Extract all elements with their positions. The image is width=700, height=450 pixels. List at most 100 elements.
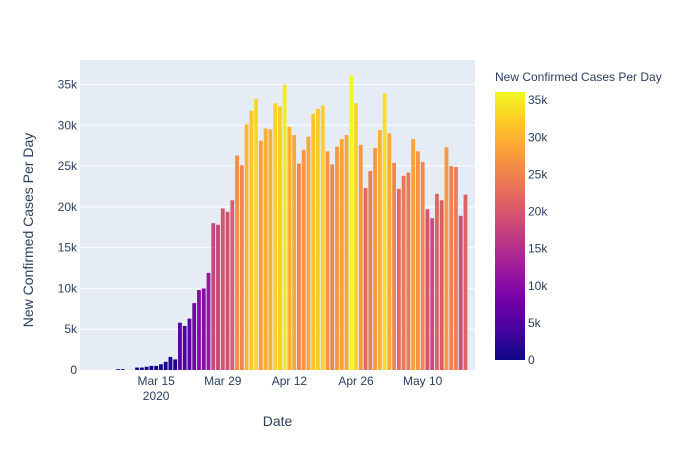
bar xyxy=(377,130,382,370)
y-tick-label: 15k xyxy=(58,241,78,255)
x-tick-label: Mar 15 xyxy=(137,374,175,388)
y-axis-title: New Confirmed Cases Per Day xyxy=(20,133,36,328)
x-tick-year-label: 2020 xyxy=(143,389,170,403)
bar xyxy=(401,175,406,370)
bar xyxy=(368,170,373,370)
bar xyxy=(354,103,358,371)
colorbar-tick-label: 20k xyxy=(528,205,548,219)
bar xyxy=(320,105,325,371)
x-tick-label: May 10 xyxy=(403,374,443,388)
bar xyxy=(301,149,306,370)
y-tick-label: 5k xyxy=(64,322,78,336)
bar xyxy=(120,369,125,370)
bars xyxy=(116,75,468,371)
colorbar-tick-label: 5k xyxy=(528,316,542,330)
bar xyxy=(211,223,216,370)
bar xyxy=(458,215,463,370)
bar xyxy=(325,151,330,370)
bar xyxy=(220,208,225,370)
y-tick-label: 0 xyxy=(70,363,77,377)
bar xyxy=(201,288,206,370)
bar xyxy=(282,84,287,370)
bar xyxy=(187,318,192,370)
colorbar xyxy=(495,92,525,360)
bar xyxy=(439,200,444,370)
colorbar-title: New Confirmed Cases Per Day xyxy=(495,70,662,84)
bar xyxy=(116,369,120,370)
bar xyxy=(178,322,182,370)
bar xyxy=(287,126,292,370)
colorbar-tick-label: 15k xyxy=(528,242,548,256)
colorbar-tick-label: 30k xyxy=(528,130,548,144)
y-axis-ticks: 0 5k 10k 15k 20k 25k 30k 35k xyxy=(58,77,78,377)
bar xyxy=(406,172,411,370)
y-tick-label: 10k xyxy=(58,281,78,295)
bar xyxy=(373,148,377,370)
y-tick-label: 35k xyxy=(58,77,78,91)
bar xyxy=(173,359,178,370)
bar xyxy=(254,99,258,370)
x-tick-label: Mar 29 xyxy=(204,374,242,388)
bar xyxy=(225,211,230,370)
bar xyxy=(392,162,396,370)
bar xyxy=(149,365,154,370)
y-tick-label: 30k xyxy=(58,118,78,132)
bar xyxy=(268,129,273,370)
bar xyxy=(415,151,420,370)
bar xyxy=(411,139,416,370)
bar xyxy=(192,303,197,370)
bar xyxy=(135,367,140,370)
y-tick-label: 25k xyxy=(58,159,78,173)
bar xyxy=(349,75,354,370)
bar xyxy=(249,110,254,370)
bar xyxy=(263,128,268,370)
bar xyxy=(330,164,335,370)
bar xyxy=(144,366,149,370)
bar xyxy=(163,361,168,370)
bar xyxy=(235,155,239,370)
colorbar-ticks: 0 5k 10k 15k 20k 25k 30k 35k xyxy=(528,93,548,367)
bar xyxy=(216,224,220,370)
bar xyxy=(244,124,249,370)
bar xyxy=(382,93,387,370)
colorbar-tick-label: 0 xyxy=(528,353,535,367)
bar xyxy=(335,146,339,370)
y-tick-label: 20k xyxy=(58,200,78,214)
bar xyxy=(344,135,349,370)
bar xyxy=(420,161,425,370)
bar xyxy=(339,139,344,370)
bar xyxy=(206,272,211,370)
bar xyxy=(258,140,263,370)
bar xyxy=(230,200,235,370)
bar xyxy=(387,133,392,370)
bar xyxy=(292,135,297,370)
bar xyxy=(396,188,401,370)
colorbar-tick-label: 35k xyxy=(528,93,548,107)
bar xyxy=(435,193,439,370)
bar xyxy=(363,188,368,370)
bar xyxy=(277,106,282,370)
bar xyxy=(159,364,163,370)
colorbar-tick-label: 10k xyxy=(528,279,548,293)
bar xyxy=(425,209,430,370)
bar xyxy=(444,147,449,370)
bar xyxy=(316,108,320,370)
bar xyxy=(454,166,458,370)
gridlines xyxy=(80,83,475,330)
bar xyxy=(239,165,244,370)
bar xyxy=(197,290,201,370)
bar xyxy=(168,356,173,370)
bar xyxy=(430,218,435,370)
x-tick-label: Apr 26 xyxy=(338,374,374,388)
bar xyxy=(449,166,454,370)
colorbar-tick-label: 25k xyxy=(528,167,548,181)
bar xyxy=(311,113,316,370)
x-tick-label: Apr 12 xyxy=(272,374,308,388)
plot-area xyxy=(80,60,475,370)
bar xyxy=(463,194,468,370)
bar xyxy=(358,144,363,370)
bar xyxy=(182,325,187,370)
